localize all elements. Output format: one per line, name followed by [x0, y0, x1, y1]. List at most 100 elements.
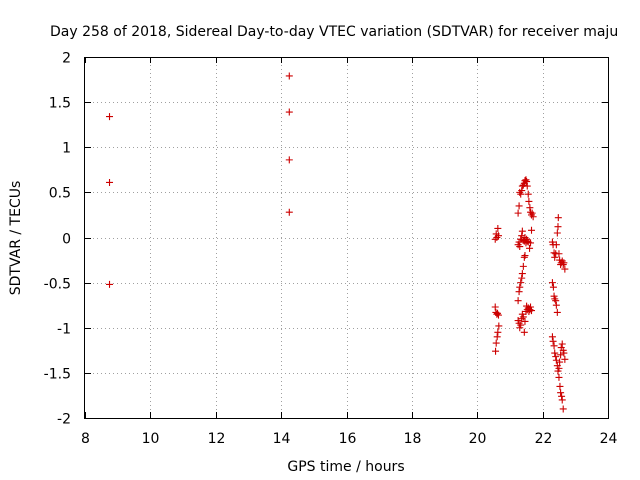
- data-point: [516, 243, 524, 251]
- data-point: [554, 214, 562, 222]
- data-point: [106, 113, 114, 121]
- data-point: [519, 313, 527, 321]
- data-point: [557, 389, 565, 397]
- x-tick-label: 14: [273, 431, 291, 447]
- data-point: [525, 197, 533, 205]
- data-point: [521, 177, 529, 185]
- data-point: [521, 252, 529, 260]
- data-point: [514, 297, 522, 305]
- y-tick-label: 1: [62, 141, 71, 157]
- x-tick-label: 16: [339, 431, 357, 447]
- data-point: [514, 209, 522, 217]
- data-point: [528, 307, 536, 315]
- data-point: [285, 156, 293, 164]
- data-point: [556, 358, 564, 366]
- axis-ticks: [85, 57, 609, 419]
- x-tick-label: 20: [469, 431, 487, 447]
- chart-title: Day 258 of 2018, Sidereal Day-to-day VTE…: [50, 24, 618, 40]
- data-point: [552, 241, 560, 249]
- data-point: [521, 317, 529, 325]
- data-point: [517, 279, 525, 287]
- x-axis-label: GPS time / hours: [287, 459, 404, 475]
- data-point: [548, 279, 556, 287]
- x-tick-label: 12: [208, 431, 226, 447]
- data-point: [494, 232, 502, 240]
- data-point: [494, 224, 502, 232]
- x-tick-label: 8: [81, 431, 90, 447]
- data-point: [526, 204, 534, 212]
- y-tick-label: -1: [57, 322, 71, 338]
- data-point: [560, 349, 568, 357]
- y-tick-label: -1.5: [44, 367, 71, 383]
- data-point: [519, 262, 527, 270]
- data-point: [552, 353, 560, 361]
- data-point: [492, 347, 500, 355]
- data-point: [106, 280, 114, 288]
- data-point: [520, 253, 528, 261]
- data-point: [549, 283, 557, 291]
- data-point: [523, 182, 531, 190]
- data-point: [494, 311, 502, 319]
- data-point: [555, 373, 563, 381]
- y-tick-label: 2: [62, 51, 71, 67]
- data-point: [526, 244, 534, 252]
- x-tick-label: 18: [404, 431, 422, 447]
- x-tick-labels: 8 10 12 14 16 18 20 22 24: [81, 431, 617, 447]
- data-point: [493, 310, 501, 318]
- data-point: [520, 328, 528, 336]
- data-point: [491, 235, 499, 243]
- data-point: [494, 328, 502, 336]
- data-point: [558, 392, 566, 400]
- data-point: [492, 339, 500, 347]
- data-point: [527, 239, 535, 247]
- data-point: [528, 226, 536, 234]
- data-point: [524, 190, 532, 198]
- data-point: [550, 342, 558, 350]
- data-point: [518, 227, 526, 235]
- data-point: [518, 270, 526, 278]
- data-point: [494, 309, 502, 317]
- data-point: [558, 340, 566, 348]
- y-tick-label: 0: [62, 232, 71, 248]
- data-point: [529, 213, 537, 221]
- data-point: [552, 297, 560, 305]
- data-point: [491, 303, 499, 311]
- data-point: [493, 234, 501, 241]
- data-point: [551, 253, 559, 261]
- y-tick-labels: 2 1.5 1 0.5 0 -0.5 -1 -1.5 -2: [44, 51, 71, 428]
- data-point: [561, 355, 569, 363]
- x-tick-label: 22: [535, 431, 553, 447]
- data-point: [549, 337, 557, 345]
- data-point: [285, 108, 293, 116]
- grid-lines: [85, 57, 608, 418]
- data-point: [523, 178, 531, 186]
- data-point: [515, 288, 523, 296]
- data-point: [553, 308, 561, 316]
- x-tick-label: 24: [600, 431, 618, 447]
- data-point: [554, 223, 562, 231]
- data-point: [516, 283, 524, 291]
- y-tick-label: 0.5: [49, 186, 71, 202]
- data-point: [528, 209, 536, 217]
- data-point: [552, 301, 560, 309]
- data-point: [561, 265, 569, 273]
- data-point: [518, 274, 526, 282]
- y-tick-label: 1.5: [49, 96, 71, 112]
- data-point: [495, 322, 503, 330]
- x-tick-label: 10: [142, 431, 160, 447]
- data-point: [555, 250, 563, 258]
- data-point: [493, 333, 501, 341]
- data-point: [518, 187, 526, 195]
- data-point: [550, 249, 558, 257]
- data-point: [556, 382, 564, 390]
- data-point: [559, 405, 567, 413]
- data-point: [285, 72, 293, 80]
- y-tick-label: -2: [57, 412, 71, 428]
- data-point: [517, 190, 525, 198]
- data-point: [527, 303, 535, 311]
- y-tick-label: -0.5: [44, 277, 71, 293]
- data-point: [560, 259, 568, 267]
- data-point: [552, 356, 560, 364]
- data-point: [553, 229, 561, 237]
